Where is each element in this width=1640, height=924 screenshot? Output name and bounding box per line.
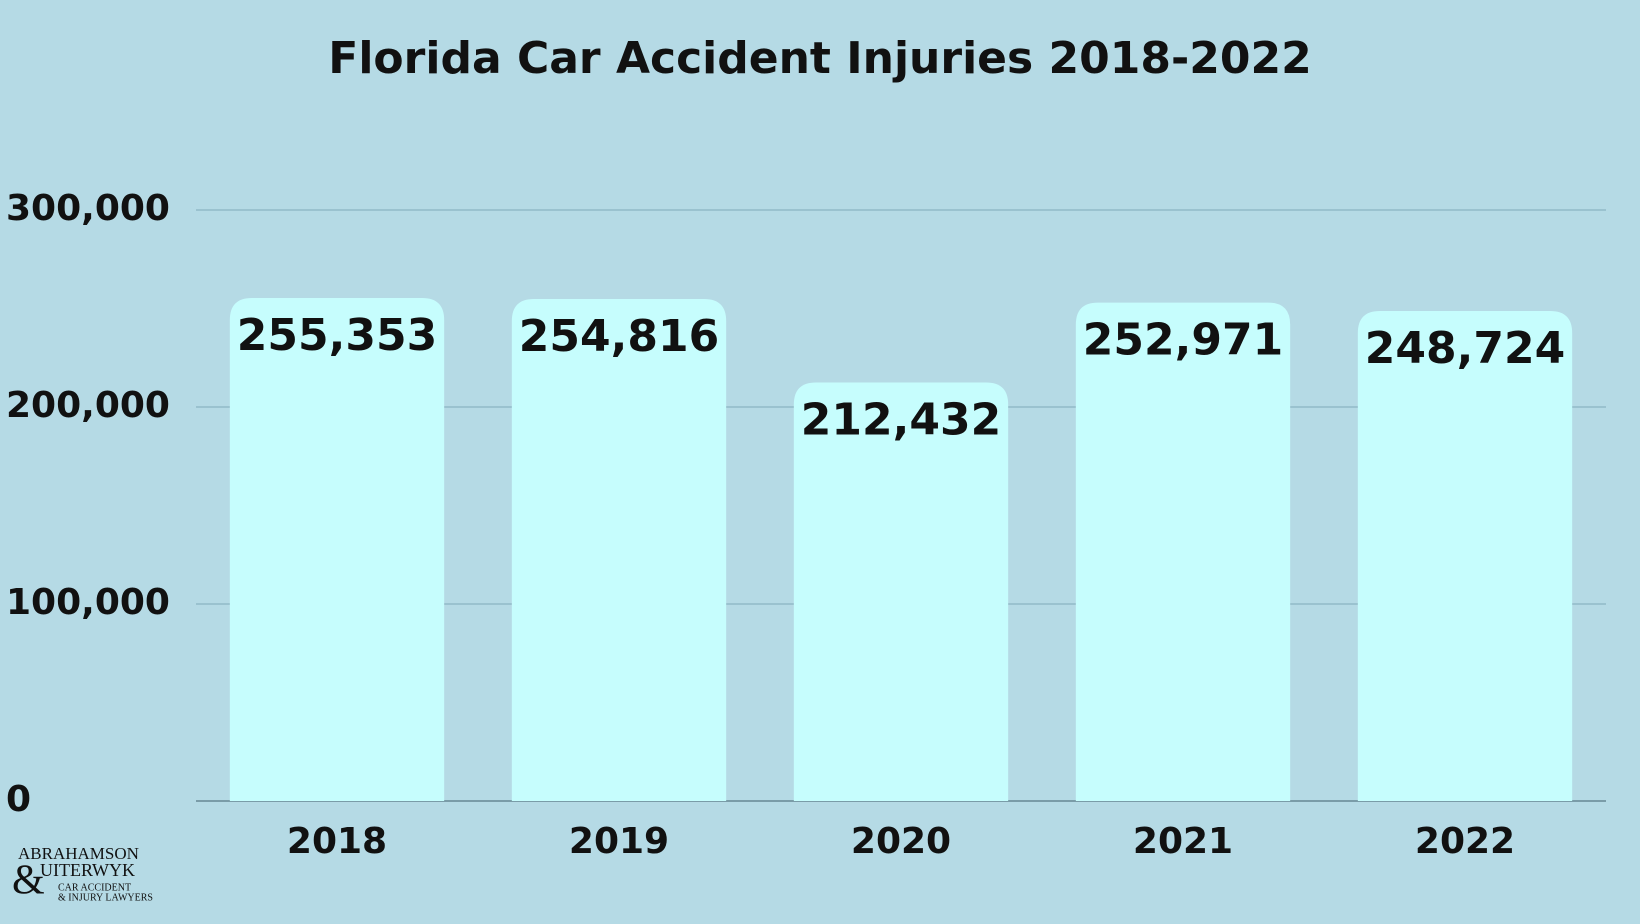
x-tick-label: 2019	[569, 821, 669, 862]
x-tick-label: 2021	[1133, 821, 1233, 862]
logo-text: &	[12, 858, 45, 904]
value-label: 248,724	[1365, 323, 1565, 374]
bar	[1357, 311, 1573, 801]
x-tick-label: 2022	[1415, 821, 1515, 862]
logo-text: UITERWYK	[40, 860, 135, 880]
value-label: 252,971	[1083, 315, 1283, 366]
bar	[793, 382, 1009, 801]
value-label: 212,432	[801, 395, 1001, 446]
value-label: 255,353	[237, 310, 437, 361]
bar	[511, 299, 727, 801]
logo: ABRAHAMSON & UITERWYK CAR ACCIDENT & INJ…	[12, 844, 153, 904]
value-label: 254,816	[519, 311, 719, 362]
y-tick-label: 100,000	[6, 582, 170, 623]
y-tick-label: 300,000	[6, 188, 170, 229]
bar	[1075, 302, 1291, 801]
x-tick-label: 2018	[287, 821, 387, 862]
y-tick-label: 0	[6, 779, 31, 820]
x-tick-label: 2020	[851, 821, 951, 862]
chart-title: Florida Car Accident Injuries 2018-2022	[328, 33, 1311, 84]
bar	[229, 297, 445, 801]
logo-text: ABRAHAMSON	[18, 844, 139, 863]
y-tick-label: 200,000	[6, 385, 170, 426]
logo-text: CAR ACCIDENT	[58, 882, 131, 893]
logo-text: & INJURY LAWYERS	[58, 892, 153, 903]
